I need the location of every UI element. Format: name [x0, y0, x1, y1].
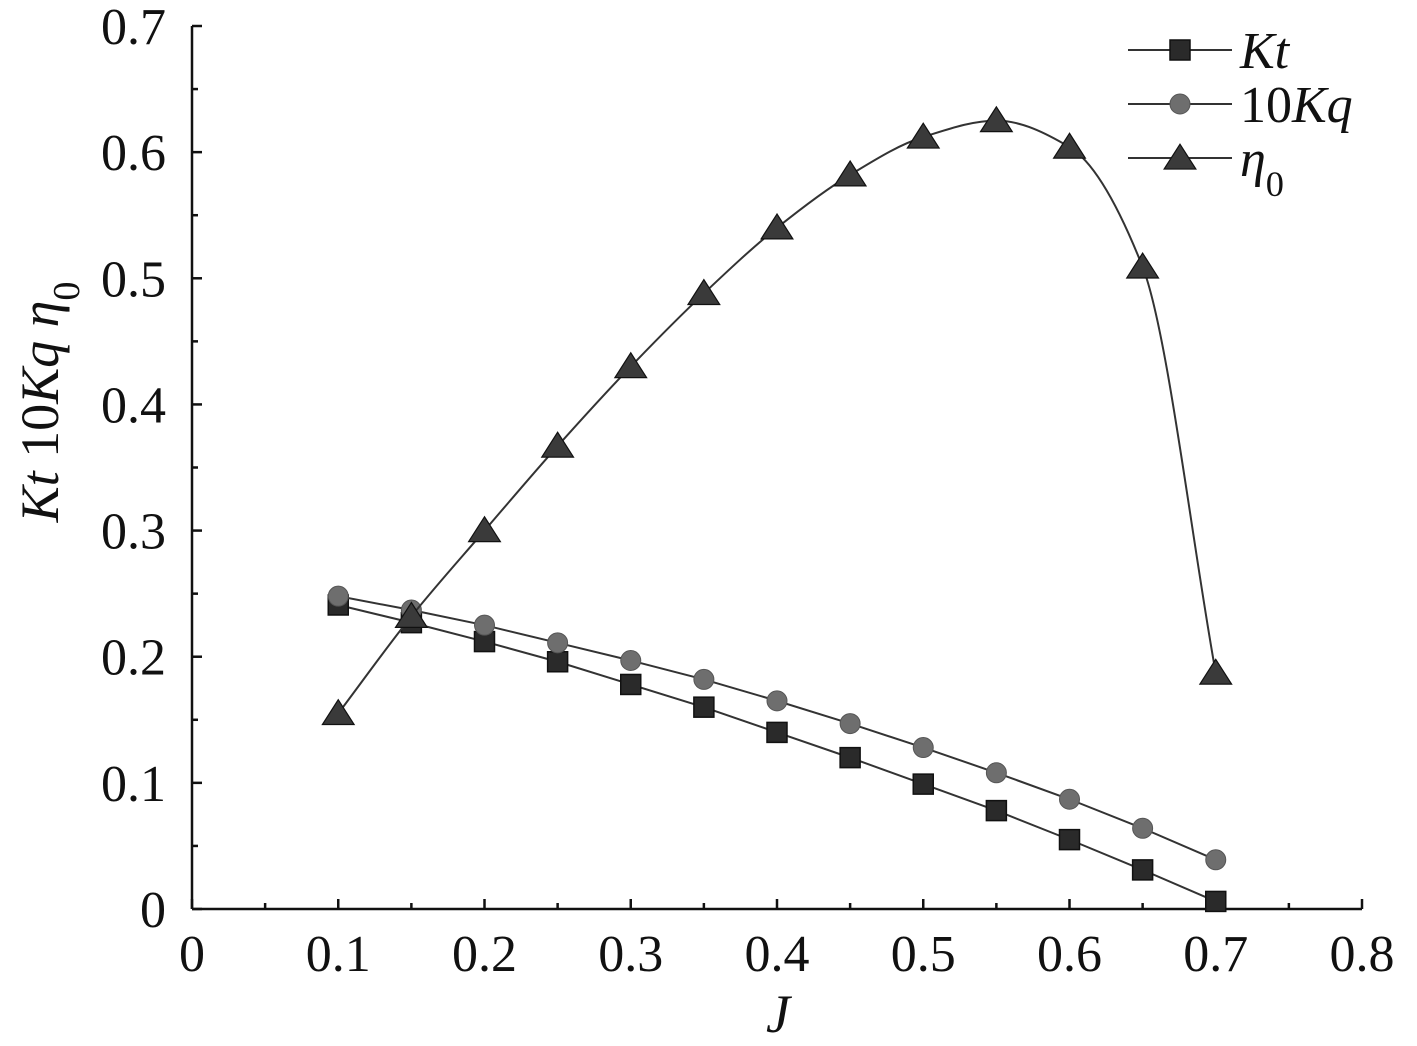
marker-square — [1205, 890, 1227, 913]
text-part: 0 — [1266, 164, 1284, 204]
marker-triangle — [613, 351, 648, 379]
y-tick-label: 0.7 — [101, 0, 166, 56]
marker-circle — [547, 632, 569, 654]
y-tick-label: 0.2 — [101, 630, 166, 687]
legend-item: 10Kq — [1128, 77, 1353, 134]
marker-triangle — [979, 105, 1014, 133]
marker-circle — [620, 649, 642, 671]
marker-triangle — [1163, 143, 1197, 170]
x-tick-label: 0.4 — [745, 926, 810, 983]
legend-label: 10Kq — [1240, 77, 1353, 134]
y-tick-label: 0.1 — [101, 756, 166, 813]
marker-circle — [1059, 788, 1080, 810]
marker-square — [1169, 39, 1191, 61]
x-tick-label: 0.7 — [1183, 926, 1248, 983]
x-tick-label: 0.5 — [891, 926, 956, 983]
text-part: 0 — [46, 282, 88, 301]
text-part: Kt — [1239, 23, 1291, 80]
text-part: Kq — [10, 341, 70, 405]
x-tick-label: 0.1 — [306, 926, 371, 983]
marker-triangle — [467, 515, 502, 543]
legend-item: Kt — [1128, 23, 1291, 80]
marker-circle — [693, 668, 715, 690]
series-square — [327, 594, 1227, 913]
x-tick-label: 0.3 — [598, 926, 663, 983]
text-part: 10 — [1240, 77, 1292, 134]
marker-triangle — [833, 159, 868, 187]
marker-circle — [474, 614, 495, 636]
marker-square — [912, 773, 934, 795]
marker-square — [1058, 828, 1081, 851]
text-part: Kt — [10, 469, 70, 523]
marker-triangle — [1052, 132, 1087, 159]
text-part: Kq — [1291, 77, 1353, 134]
y-tick-label: 0.6 — [101, 125, 166, 182]
series-line — [337, 119, 1217, 715]
x-tick-label: 0 — [179, 926, 205, 983]
marker-square — [620, 673, 642, 696]
marker-triangle — [1198, 658, 1233, 685]
marker-circle — [985, 762, 1007, 784]
legend-label: η0 — [1240, 131, 1284, 204]
y-tick-label: 0.5 — [101, 251, 166, 308]
text-part: η — [10, 301, 70, 341]
y-tick-label: 0.3 — [101, 504, 166, 561]
marker-circle — [1169, 93, 1191, 115]
marker-triangle — [906, 122, 941, 149]
marker-circle — [1205, 849, 1227, 871]
text-part: 10 — [10, 404, 70, 472]
marker-square — [766, 721, 788, 744]
series-layer — [321, 105, 1233, 913]
marker-circle — [1132, 817, 1154, 839]
text-part: η — [1240, 131, 1266, 188]
x-tick-label: 0.2 — [452, 926, 517, 983]
marker-triangle — [760, 212, 794, 240]
marker-square — [693, 696, 715, 718]
x-tick-label: 0.8 — [1330, 926, 1395, 983]
legend-label: Kt — [1239, 23, 1291, 80]
y-axis-title: Kt 10Kq η0 — [10, 282, 88, 524]
y-tick-label: 0.4 — [101, 377, 166, 434]
marker-circle — [912, 737, 934, 759]
y-tick-label: 0 — [140, 882, 166, 939]
marker-triangle — [1125, 252, 1160, 279]
legend-item: η0 — [1128, 131, 1284, 204]
y-ticks: 0 0.1 0.2 0.3 0.4 0.5 0.6 0.7 — [101, 0, 202, 939]
marker-square — [546, 651, 569, 673]
marker-circle — [839, 713, 861, 735]
marker-square — [839, 746, 861, 769]
series-triangle — [321, 105, 1233, 726]
series-line — [338, 604, 1217, 903]
marker-triangle — [686, 278, 721, 306]
x-axis-title: J — [766, 984, 793, 1044]
x-ticks: 0 0.1 0.2 0.3 0.4 0.5 0.6 0.7 0.8 — [179, 899, 1395, 983]
series-circle — [327, 585, 1227, 871]
marker-circle — [327, 585, 349, 607]
marker-square — [1131, 859, 1154, 881]
marker-triangle — [540, 431, 575, 458]
marker-circle — [766, 690, 788, 712]
x-tick-label: 0.6 — [1037, 926, 1102, 983]
marker-square — [985, 799, 1008, 822]
marker-triangle — [394, 601, 429, 628]
marker-triangle — [321, 698, 356, 726]
